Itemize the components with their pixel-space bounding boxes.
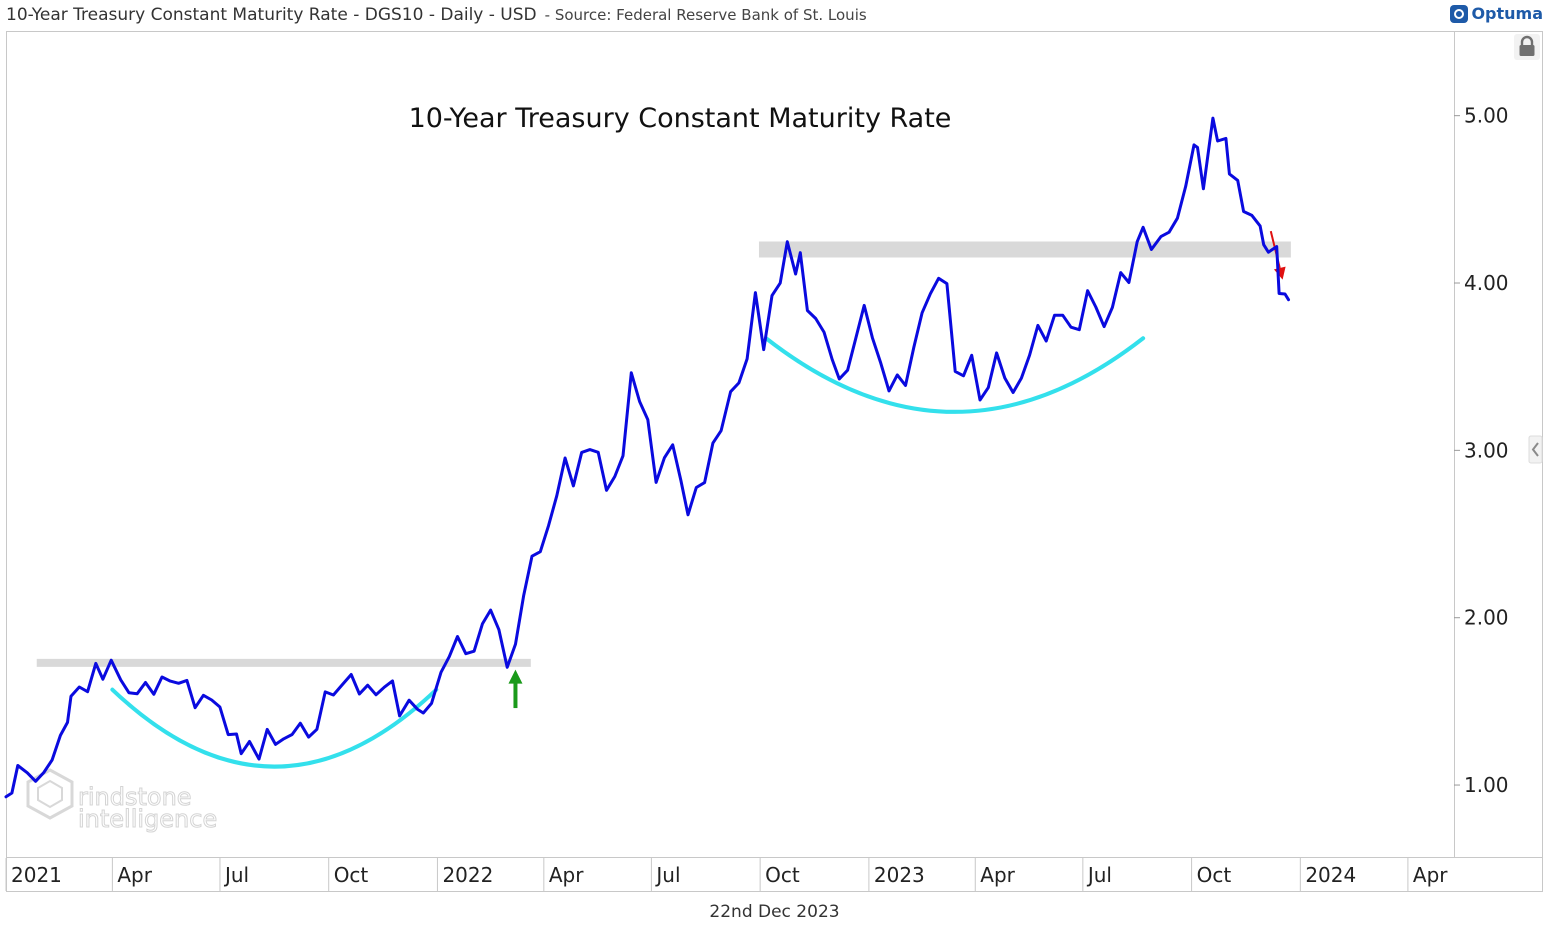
plot-border	[6, 31, 1455, 858]
watermark-hexagon-icon	[26, 768, 74, 820]
y-tick-label: 1.00	[1464, 773, 1509, 797]
chart-source-title: 10-Year Treasury Constant Maturity Rate …	[6, 5, 537, 25]
lock-icon	[1519, 35, 1535, 56]
lock-button[interactable]	[1514, 34, 1540, 60]
y-tick-label: 4.00	[1464, 271, 1509, 295]
x-tick-label: 2022	[442, 863, 493, 887]
watermark-line-1: rindstone	[78, 783, 192, 811]
cup-arc-1	[110, 687, 439, 769]
x-tick-label: Jul	[223, 863, 249, 887]
x-tick-label: 2023	[874, 863, 925, 887]
x-tick-label: Oct	[1197, 863, 1232, 887]
optuma-logo-mark-icon	[1450, 4, 1469, 23]
x-tick-label: Jul	[654, 863, 680, 887]
up-arrow-head	[508, 669, 523, 684]
x-tick-label: Apr	[117, 863, 152, 887]
x-tick-label: Oct	[334, 863, 369, 887]
x-tick-label: Apr	[1413, 863, 1448, 887]
chart-source-credit: - Source: Federal Reserve Bank of St. Lo…	[544, 6, 867, 24]
cup-arc-2	[764, 336, 1146, 414]
x-tick-label: 2021	[11, 863, 62, 887]
y-tick-label: 5.00	[1464, 104, 1509, 128]
watermark-hexagon-inner-icon	[37, 779, 63, 809]
optuma-logo: Optuma	[1450, 4, 1543, 23]
x-axis-ticks: 2021 Apr Jul Oct 2022 Apr Jul Oct 2023 Apr Jul Oct 2…	[5, 858, 1448, 891]
optuma-logo-text: Optuma	[1471, 4, 1543, 23]
y-tick-label: 3.00	[1464, 438, 1509, 462]
annotations	[36, 230, 1291, 769]
collapse-axis-button[interactable]	[1528, 435, 1543, 464]
chevron-left-icon	[1531, 442, 1539, 457]
chart-title: 10-Year Treasury Constant Maturity Rate	[409, 103, 952, 134]
chart-header: 10-Year Treasury Constant Maturity Rate …	[6, 5, 867, 25]
y-tick-label: 2.00	[1464, 606, 1509, 630]
watermark: rindstone intelligence	[26, 768, 218, 834]
chart-date: 22nd Dec 2023	[709, 902, 840, 922]
x-tick-label: Apr	[549, 863, 584, 887]
x-tick-label: Oct	[765, 863, 800, 887]
y-axis-ticks: 1.00 2.00 3.00 4.00 5.00	[1454, 104, 1509, 797]
x-tick-label: Jul	[1086, 863, 1112, 887]
series-line	[4, 116, 1290, 799]
x-tick-label: Apr	[980, 863, 1015, 887]
watermark-line-2: intelligence	[78, 805, 217, 833]
up-arrow	[508, 669, 523, 709]
chart-area: rindstone intelligence 10-Year Treasury …	[4, 31, 1543, 892]
x-tick-label: 2024	[1305, 863, 1356, 887]
